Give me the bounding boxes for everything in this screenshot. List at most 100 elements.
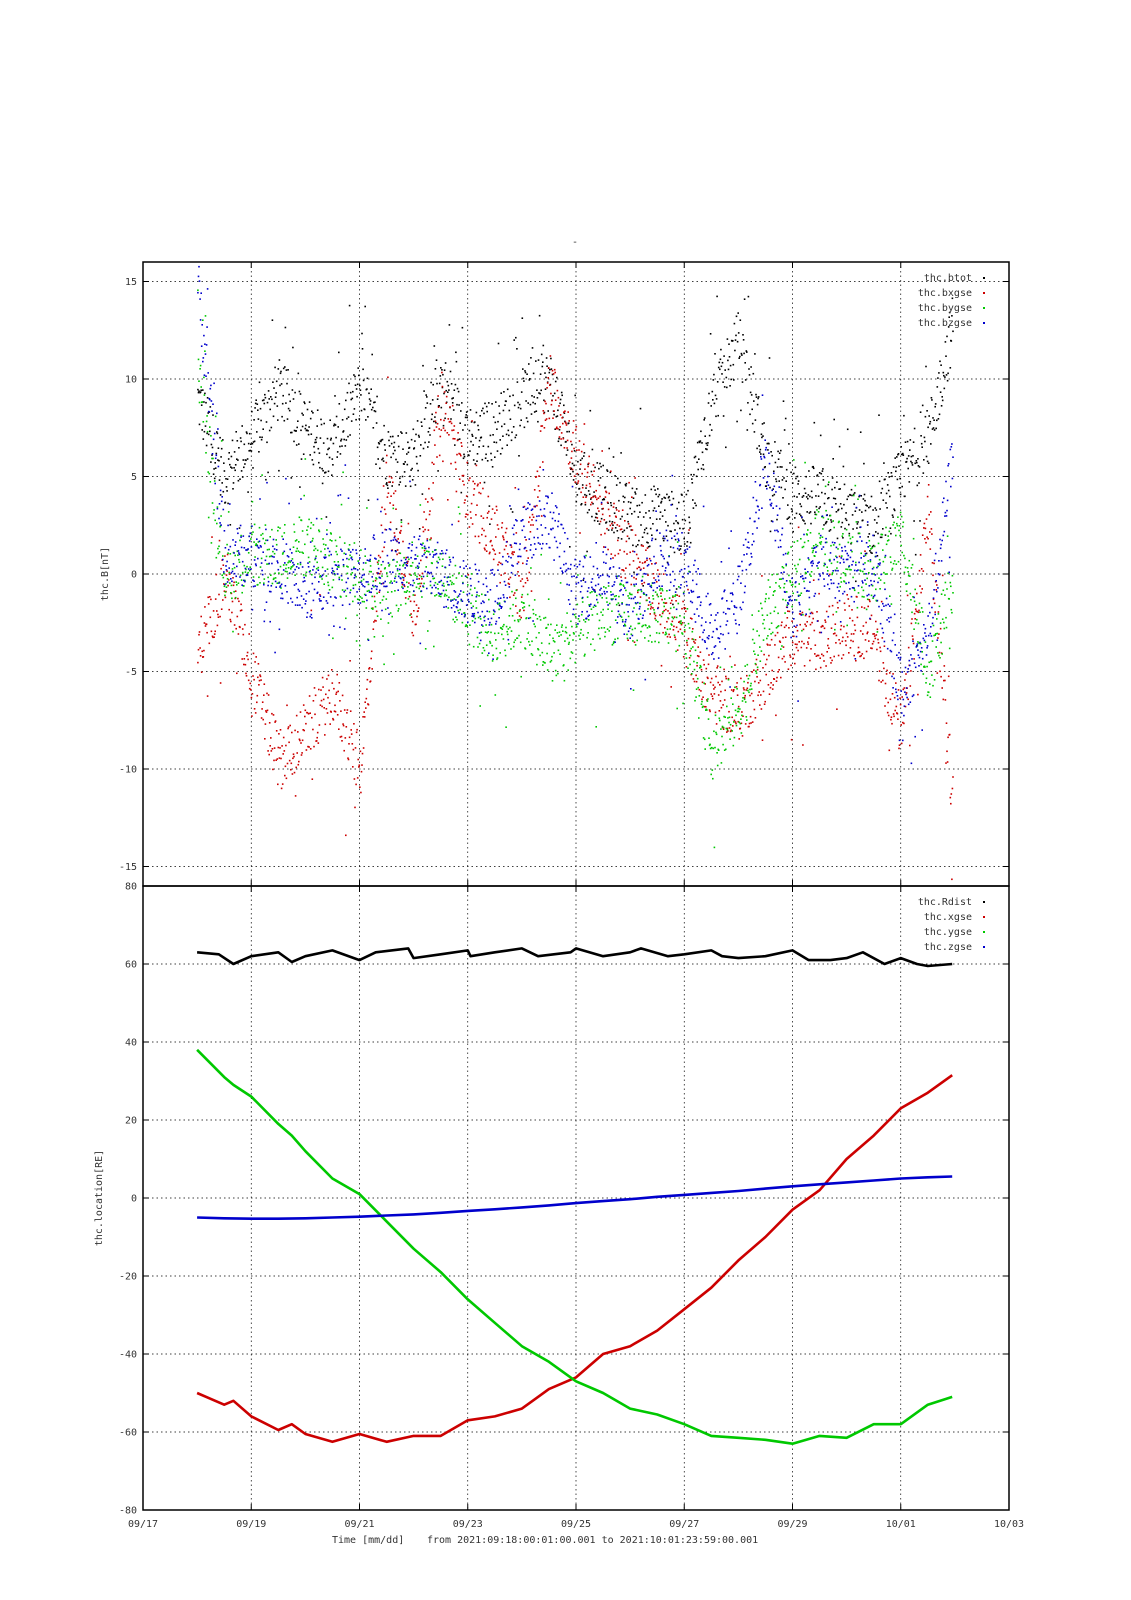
data-point — [554, 629, 556, 631]
data-point — [757, 397, 759, 400]
data-point — [884, 573, 887, 575]
data-point — [379, 589, 381, 592]
data-point — [777, 612, 779, 615]
data-point — [232, 630, 234, 633]
data-point — [302, 704, 305, 706]
data-point — [882, 499, 885, 501]
data-point — [913, 628, 915, 630]
data-point — [299, 486, 301, 488]
data-point — [883, 462, 885, 464]
data-point — [285, 402, 287, 404]
data-point — [402, 565, 404, 567]
data-point — [343, 438, 345, 441]
data-point — [755, 672, 758, 674]
data-point — [574, 616, 577, 618]
data-point — [505, 541, 508, 543]
data-point — [342, 564, 345, 566]
data-point — [325, 600, 328, 602]
data-point — [836, 567, 838, 569]
data-point — [222, 555, 224, 557]
data-point — [483, 649, 486, 652]
data-point — [870, 495, 873, 498]
data-point — [514, 574, 517, 576]
data-point — [208, 472, 211, 475]
data-point — [349, 391, 352, 394]
data-point — [741, 711, 743, 713]
data-point — [569, 603, 571, 605]
data-point — [401, 582, 404, 584]
data-point — [415, 433, 417, 436]
data-point — [400, 521, 403, 524]
data-point — [932, 574, 934, 577]
data-point — [198, 265, 200, 268]
data-point — [253, 419, 255, 421]
data-point — [762, 453, 765, 456]
data-point — [725, 677, 728, 680]
data-point — [865, 552, 868, 555]
data-point — [513, 619, 516, 622]
data-point — [624, 577, 627, 579]
data-point — [301, 551, 303, 554]
data-point — [530, 590, 533, 592]
data-point — [653, 507, 656, 509]
data-point — [486, 632, 488, 634]
data-point — [767, 635, 769, 637]
data-point — [855, 521, 858, 523]
data-point — [218, 551, 221, 553]
data-point — [853, 654, 855, 657]
data-point — [764, 466, 766, 468]
data-point — [783, 477, 785, 479]
data-point — [803, 541, 806, 544]
data-point — [558, 436, 561, 438]
data-point — [505, 726, 507, 728]
data-point — [275, 586, 277, 588]
data-point — [498, 602, 501, 604]
data-point — [253, 523, 256, 526]
data-point — [732, 690, 735, 693]
data-point — [331, 669, 333, 671]
data-point — [558, 635, 560, 637]
data-point — [277, 529, 279, 532]
data-point — [406, 564, 409, 567]
data-point — [493, 574, 495, 576]
data-point — [280, 597, 282, 600]
data-point — [520, 675, 522, 678]
data-point — [487, 631, 490, 633]
data-point — [722, 726, 725, 729]
data-point — [383, 444, 386, 446]
data-point — [457, 506, 460, 508]
data-point — [634, 534, 637, 536]
data-point — [277, 746, 280, 749]
data-point — [703, 419, 705, 421]
data-point — [384, 513, 387, 515]
data-point — [212, 473, 215, 475]
data-point — [901, 485, 903, 488]
data-point — [200, 386, 202, 388]
data-point — [205, 375, 207, 377]
data-point — [654, 591, 657, 593]
data-point — [381, 599, 384, 601]
data-point — [455, 351, 457, 354]
data-point — [279, 372, 282, 375]
data-point — [469, 588, 472, 591]
data-point — [517, 488, 520, 491]
data-point — [419, 585, 422, 588]
data-point — [484, 548, 486, 551]
data-point — [445, 395, 448, 398]
data-point — [812, 579, 815, 581]
data-point — [826, 651, 828, 653]
data-point — [816, 474, 819, 476]
data-point — [350, 557, 352, 559]
data-point — [891, 567, 894, 570]
data-point — [398, 542, 400, 544]
data-point — [846, 428, 849, 431]
data-point — [601, 450, 603, 452]
data-point — [209, 616, 212, 619]
data-point — [792, 657, 794, 660]
data-point — [252, 585, 255, 588]
data-point — [633, 585, 636, 587]
data-point — [868, 539, 871, 542]
data-point — [749, 413, 751, 416]
data-point — [791, 641, 794, 644]
data-point — [431, 562, 433, 565]
